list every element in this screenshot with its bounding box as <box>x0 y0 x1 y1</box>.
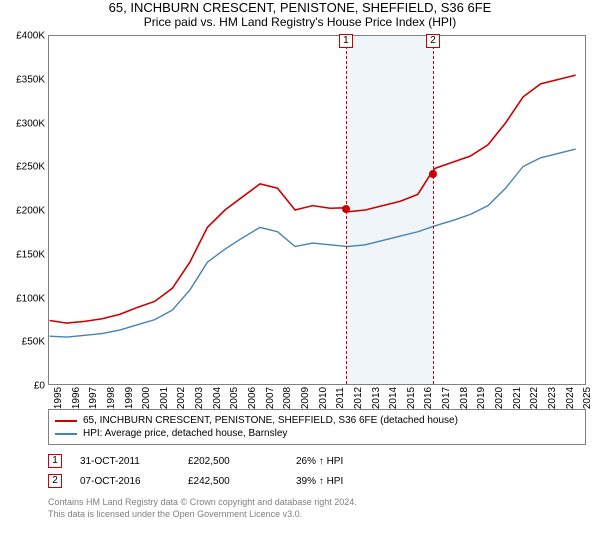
legend-item: HPI: Average price, detached house, Barn… <box>55 427 579 440</box>
y-tick-label: £50K <box>22 337 49 348</box>
chart-subtitle: Price paid vs. HM Land Registry's House … <box>0 15 600 29</box>
x-tick-label: 1997 <box>84 387 99 409</box>
sales-table: 1 31-OCT-2011 £202,500 26% ↑ HPI 2 07-OCT-201… <box>48 451 586 491</box>
marker-badge: 1 <box>339 34 353 48</box>
legend-label: 65, INCHBURN CRESCENT, PENISTONE, SHEFFI… <box>83 415 458 426</box>
chart-lines <box>49 36 585 384</box>
x-tick-label: 2011 <box>331 387 346 409</box>
legend-swatch <box>55 433 77 435</box>
legend-item: 65, INCHBURN CRESCENT, PENISTONE, SHEFFI… <box>55 414 579 427</box>
x-tick-label: 2002 <box>172 387 187 409</box>
sale-price: £202,500 <box>188 456 278 467</box>
sale-marker: 1 <box>48 454 62 468</box>
x-tick-label: 2016 <box>419 387 434 409</box>
x-tick-label: 2014 <box>384 387 399 409</box>
sale-marker: 2 <box>48 474 62 488</box>
legend-label: HPI: Average price, detached house, Barn… <box>83 428 287 439</box>
x-tick-label: 2019 <box>472 387 487 409</box>
marker-badge: 2 <box>426 34 440 48</box>
legend: 65, INCHBURN CRESCENT, PENISTONE, SHEFFI… <box>48 409 586 445</box>
sale-price: £242,500 <box>188 476 278 487</box>
x-tick-label: 1998 <box>102 387 117 409</box>
footer-line: This data is licensed under the Open Gov… <box>48 509 586 521</box>
y-tick-label: £200K <box>16 206 49 217</box>
x-tick-label: 2013 <box>367 387 382 409</box>
sale-row: 2 07-OCT-2016 £242,500 39% ↑ HPI <box>48 471 586 491</box>
x-tick-label: 2001 <box>155 387 170 409</box>
y-tick-label: £0 <box>34 381 49 392</box>
y-tick-label: £250K <box>16 162 49 173</box>
x-tick-label: 2015 <box>402 387 417 409</box>
footer: Contains HM Land Registry data © Crown c… <box>48 497 586 520</box>
x-tick-label: 2010 <box>314 387 329 409</box>
sale-date: 31-OCT-2011 <box>80 456 170 467</box>
x-tick-label: 1999 <box>120 387 135 409</box>
footer-line: Contains HM Land Registry data © Crown c… <box>48 497 586 509</box>
x-tick-label: 2009 <box>296 387 311 409</box>
y-tick-label: £150K <box>16 249 49 260</box>
x-tick-label: 2022 <box>525 387 540 409</box>
marker-dot <box>342 205 350 213</box>
sale-delta: 39% ↑ HPI <box>296 476 386 487</box>
x-tick-label: 2024 <box>561 387 576 409</box>
y-tick-label: £350K <box>16 74 49 85</box>
y-tick-label: £400K <box>16 31 49 42</box>
x-tick-label: 2008 <box>278 387 293 409</box>
legend-swatch <box>55 420 77 422</box>
x-tick-label: 2004 <box>208 387 223 409</box>
series-line <box>50 149 576 337</box>
sale-delta: 26% ↑ HPI <box>296 456 386 467</box>
x-tick-label: 2023 <box>543 387 558 409</box>
x-tick-label: 2021 <box>508 387 523 409</box>
x-tick-label: 2012 <box>349 387 364 409</box>
x-tick-label: 1995 <box>49 387 64 409</box>
marker-dot <box>429 170 437 178</box>
x-tick-label: 2025 <box>578 387 593 409</box>
x-tick-label: 2007 <box>261 387 276 409</box>
x-tick-label: 2003 <box>190 387 205 409</box>
x-tick-label: 2018 <box>455 387 470 409</box>
y-tick-label: £100K <box>16 293 49 304</box>
chart-plot-area: £0£50K£100K£150K£200K£250K£300K£350K£400… <box>48 35 586 385</box>
x-tick-label: 2017 <box>437 387 452 409</box>
sale-date: 07-OCT-2016 <box>80 476 170 487</box>
y-tick-label: £300K <box>16 118 49 129</box>
sale-row: 1 31-OCT-2011 £202,500 26% ↑ HPI <box>48 451 586 471</box>
series-line <box>50 75 576 323</box>
chart-title: 65, INCHBURN CRESCENT, PENISTONE, SHEFFI… <box>0 0 600 15</box>
x-tick-label: 2006 <box>243 387 258 409</box>
marker-line <box>433 36 434 384</box>
x-tick-label: 2000 <box>137 387 152 409</box>
x-tick-label: 1996 <box>67 387 82 409</box>
x-tick-label: 2005 <box>225 387 240 409</box>
x-tick-label: 2020 <box>490 387 505 409</box>
